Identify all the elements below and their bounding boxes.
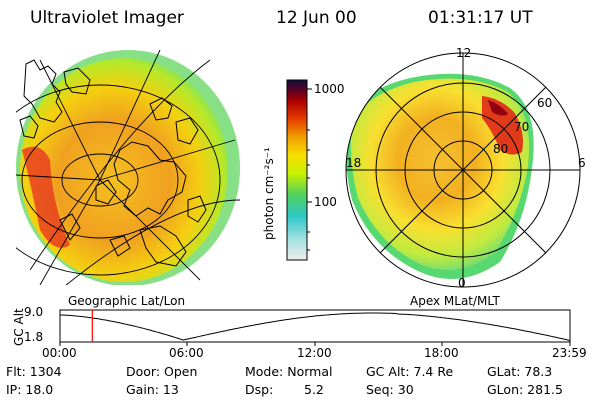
colorbar-unit-label: photon cm⁻²s⁻¹	[262, 147, 276, 240]
gain-value: Gain: 13	[126, 382, 179, 397]
geographic-image-panel	[16, 49, 241, 285]
auroral-glow	[20, 58, 228, 282]
sequence-number: Seq: 30	[366, 382, 414, 397]
flight-number: Flt: 1304	[6, 364, 62, 379]
mlt-label-0: 0	[458, 276, 466, 290]
altitude-curve	[60, 312, 571, 341]
auroral-glow	[350, 78, 530, 271]
altitude-xtick-2: 12:00	[297, 346, 332, 360]
altitude-xtick-3: 18:00	[424, 346, 459, 360]
altitude-plot	[59, 309, 571, 346]
time-label: 01:31:17 UT	[428, 8, 533, 28]
apex-polar-plot	[345, 52, 581, 288]
geographic-latitude: GLat: 78.3	[487, 364, 553, 379]
altitude-xtick-1: 06:00	[169, 346, 204, 360]
mlt-label-12: 12	[456, 46, 472, 60]
date-label: 12 Jun 00	[276, 8, 357, 28]
colorbar-tick-label-100: 100	[314, 195, 337, 209]
lat-label-80: 80	[493, 142, 509, 156]
bright-arc	[22, 146, 70, 248]
coastlines	[19, 59, 207, 267]
ip-value: IP: 18.0	[6, 382, 54, 397]
door-status: Door: Open	[126, 364, 198, 379]
colorbar-scale	[286, 79, 308, 261]
dsp-label: Dsp:	[245, 382, 274, 397]
altitude-xtick-0: 00:00	[42, 346, 77, 360]
lat-label-60: 60	[537, 96, 553, 110]
polar-grid	[345, 52, 581, 288]
left-panel-caption: Geographic Lat/Lon	[68, 294, 186, 308]
right-panel-caption: Apex MLat/MLT	[410, 294, 500, 308]
colorbar	[286, 79, 312, 261]
altitude-ytick-bottom: 1.8	[24, 330, 44, 344]
app-title: Ultraviolet Imager	[30, 8, 184, 28]
altitude-ytick-top: 9.0	[24, 305, 44, 319]
geographic-longitude: GLon: 281.5	[487, 382, 563, 397]
colorbar-tick-label-1000: 1000	[314, 82, 345, 96]
altitude-plot-frame	[59, 309, 571, 343]
gc-altitude: GC Alt: 7.4 Re	[366, 364, 454, 379]
lat-label-70: 70	[514, 120, 530, 134]
mode-value: Mode: Normal	[245, 364, 333, 379]
altitude-xtick-4: 23:59	[552, 346, 587, 360]
mlt-label-18: 18	[346, 156, 362, 170]
dsp-value: 5.2	[304, 382, 324, 397]
latlon-grid	[16, 49, 241, 285]
mlt-label-6: 6	[578, 156, 586, 170]
